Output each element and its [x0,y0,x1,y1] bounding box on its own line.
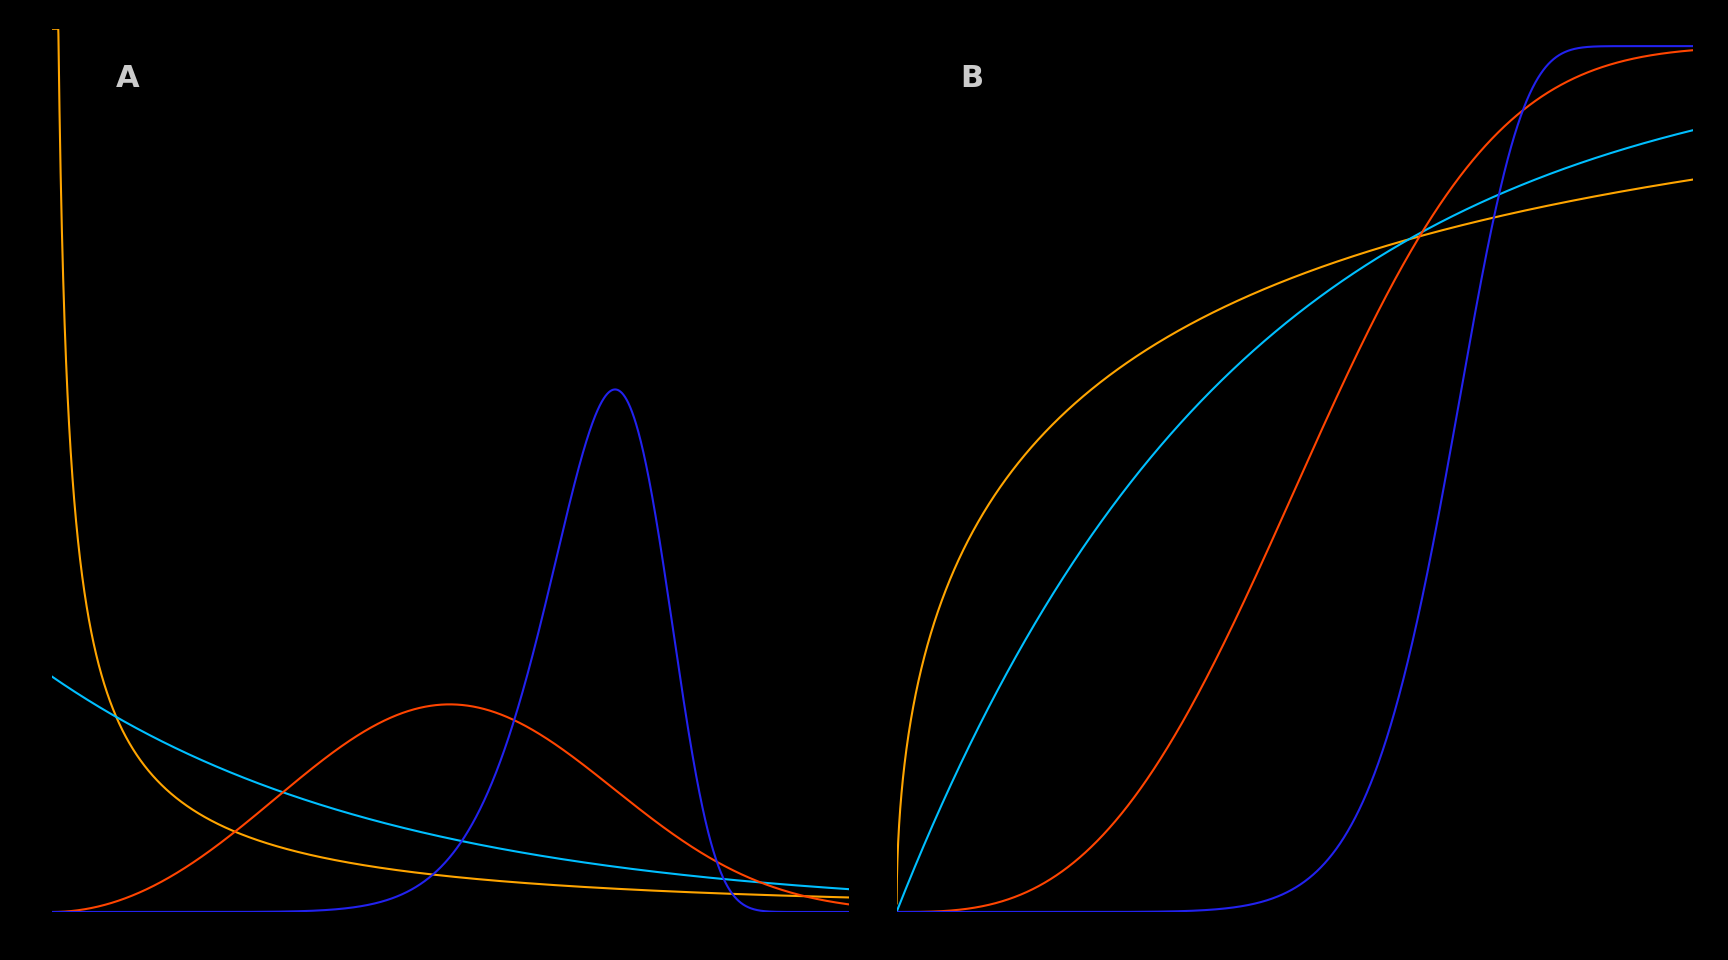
Text: A: A [116,64,140,93]
Text: B: B [961,64,983,93]
